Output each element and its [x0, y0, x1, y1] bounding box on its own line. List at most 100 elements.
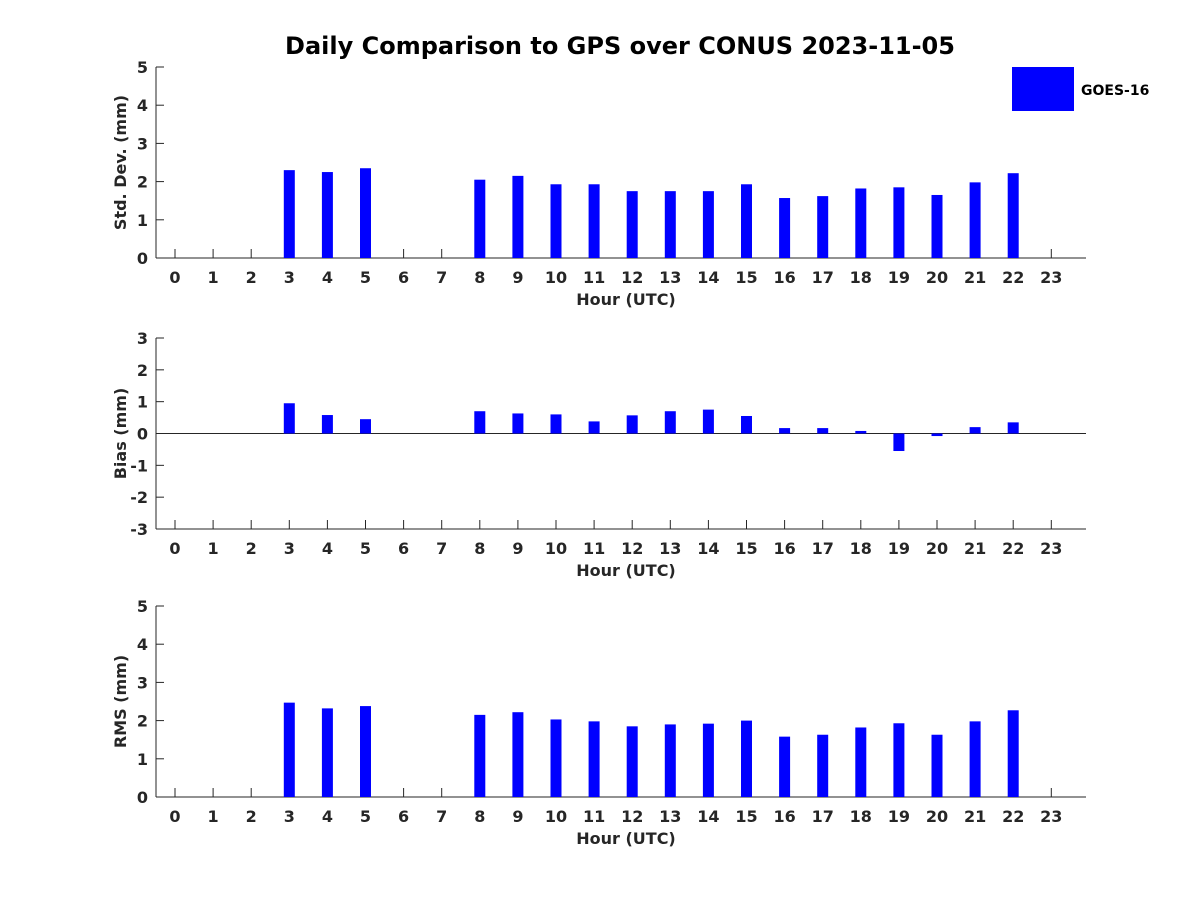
- bar-hour-11: [588, 721, 600, 797]
- x-tick-label: 7: [436, 807, 447, 826]
- y-axis-label: Bias (mm): [111, 388, 130, 480]
- x-tick-label: 4: [322, 268, 333, 287]
- x-axis-label: Hour (UTC): [576, 829, 676, 848]
- x-tick-label: 1: [208, 539, 219, 558]
- x-tick-label: 9: [512, 268, 523, 287]
- bar-hour-3: [283, 403, 295, 434]
- x-tick-label: 18: [850, 539, 872, 558]
- bar-hour-21: [969, 721, 981, 797]
- y-tick-label: 3: [137, 329, 148, 348]
- x-tick-label: 19: [888, 268, 910, 287]
- x-tick-label: 22: [1002, 268, 1024, 287]
- bar-hour-12: [626, 415, 638, 434]
- bar-hour-20: [931, 734, 943, 797]
- bar-hour-20: [931, 433, 943, 437]
- bar-hour-17: [817, 734, 829, 797]
- x-tick-label: 12: [621, 807, 643, 826]
- x-tick-label: 19: [888, 807, 910, 826]
- x-tick-label: 10: [545, 807, 567, 826]
- x-tick-label: 12: [621, 539, 643, 558]
- y-tick-label: 1: [137, 750, 148, 769]
- y-tick-label: 3: [137, 134, 148, 153]
- x-tick-label: 9: [512, 539, 523, 558]
- bar-hour-14: [702, 409, 714, 434]
- y-tick-label: -1: [130, 456, 148, 475]
- legend-label: GOES-16: [1081, 83, 1149, 99]
- x-axis-label: Hour (UTC): [576, 561, 676, 580]
- x-tick-label: 19: [888, 539, 910, 558]
- bar-hour-9: [512, 712, 524, 797]
- x-tick-label: 15: [735, 539, 757, 558]
- y-axis-label: Std. Dev. (mm): [111, 95, 130, 230]
- x-tick-label: 4: [322, 807, 333, 826]
- y-tick-label: 2: [137, 173, 148, 192]
- x-tick-label: 1: [208, 807, 219, 826]
- y-tick-label: 2: [137, 361, 148, 380]
- x-tick-label: 16: [773, 268, 795, 287]
- bar-hour-5: [360, 706, 371, 797]
- x-tick-label: 17: [812, 807, 834, 826]
- bar-hour-4: [321, 172, 333, 258]
- bar-hour-11: [588, 421, 600, 434]
- bar-hour-18: [855, 430, 867, 434]
- x-tick-label: 5: [360, 268, 371, 287]
- x-tick-label: 14: [697, 268, 719, 287]
- x-tick-label: 7: [436, 539, 447, 558]
- x-axis-label: Hour (UTC): [576, 290, 676, 309]
- x-tick-label: 15: [735, 268, 757, 287]
- x-tick-label: 10: [545, 539, 567, 558]
- bar-hour-19: [893, 723, 905, 797]
- x-tick-label: 0: [169, 268, 180, 287]
- y-tick-label: 4: [137, 635, 148, 654]
- x-tick-label: 11: [583, 268, 605, 287]
- legend-swatch: [1012, 67, 1074, 111]
- bar-hour-16: [779, 198, 791, 258]
- bar-hour-10: [550, 719, 562, 797]
- x-tick-label: 8: [474, 539, 485, 558]
- bar-hour-13: [664, 191, 676, 258]
- bar-hour-4: [321, 415, 333, 434]
- bar-hour-8: [474, 714, 486, 797]
- x-tick-label: 5: [360, 807, 371, 826]
- x-tick-label: 16: [773, 539, 795, 558]
- bar-hour-22: [1007, 173, 1019, 258]
- x-tick-label: 11: [583, 807, 605, 826]
- x-tick-label: 21: [964, 807, 986, 826]
- bar-hour-13: [664, 411, 676, 434]
- x-tick-label: 2: [246, 268, 257, 287]
- x-tick-label: 5: [360, 539, 371, 558]
- bar-hour-22: [1007, 710, 1019, 797]
- bar-hour-17: [817, 428, 829, 434]
- x-tick-label: 21: [964, 539, 986, 558]
- bar-hour-5: [360, 168, 371, 258]
- bar-hour-16: [779, 428, 791, 434]
- x-tick-label: 3: [284, 539, 295, 558]
- x-tick-label: 23: [1040, 539, 1062, 558]
- x-tick-label: 22: [1002, 807, 1024, 826]
- x-tick-label: 6: [398, 807, 409, 826]
- bar-hour-22: [1007, 422, 1019, 434]
- x-tick-label: 17: [812, 539, 834, 558]
- x-tick-label: 6: [398, 268, 409, 287]
- bar-hour-21: [969, 182, 981, 258]
- x-tick-label: 22: [1002, 539, 1024, 558]
- bar-hour-3: [283, 170, 295, 258]
- x-tick-label: 14: [697, 539, 719, 558]
- bar-hour-15: [741, 184, 752, 258]
- legend: GOES-16: [1012, 67, 1149, 111]
- bar-hour-19: [893, 433, 905, 452]
- bar-hour-17: [817, 196, 829, 258]
- x-tick-label: 23: [1040, 807, 1062, 826]
- bar-hour-4: [321, 708, 333, 797]
- x-tick-label: 9: [512, 807, 523, 826]
- bar-hour-12: [626, 726, 638, 797]
- x-tick-label: 16: [773, 807, 795, 826]
- x-tick-label: 11: [583, 539, 605, 558]
- bar-hour-15: [741, 720, 752, 797]
- x-tick-label: 20: [926, 539, 948, 558]
- bar-hour-3: [283, 702, 295, 797]
